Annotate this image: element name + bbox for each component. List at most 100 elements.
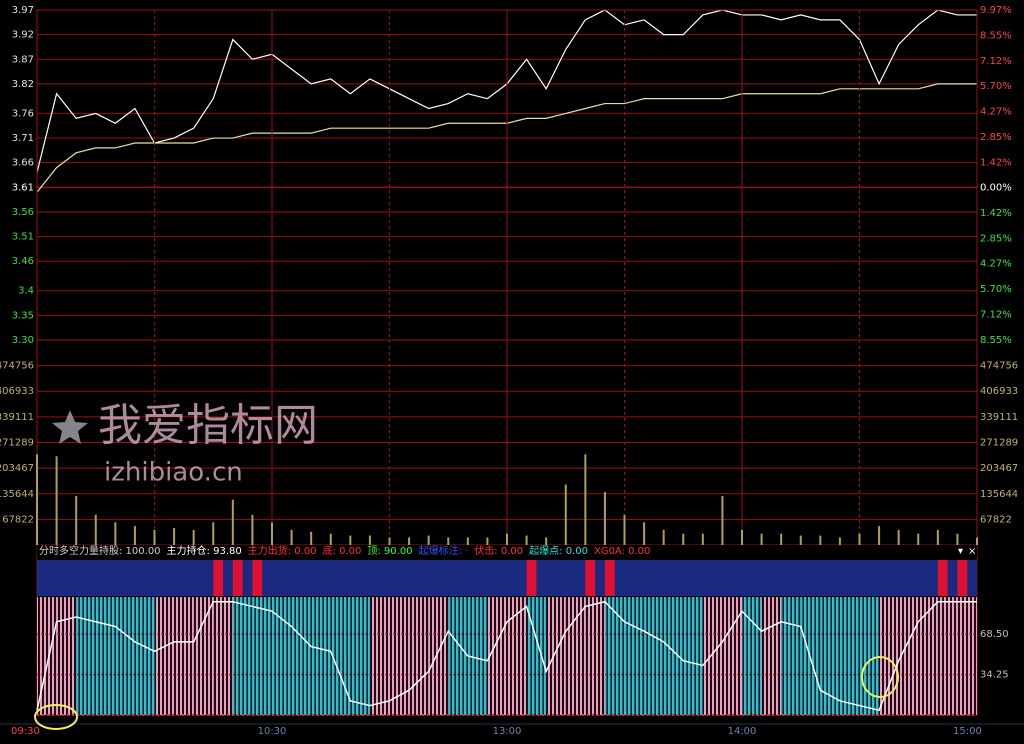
stripe <box>604 597 625 715</box>
volume-bar <box>212 522 215 545</box>
y-tick-label: 3.97 <box>12 5 34 16</box>
watermark-title: 我爱指标网 <box>98 400 318 451</box>
volume-bar <box>231 499 234 545</box>
y2-tick-label: 271289 <box>980 437 1018 448</box>
stripe <box>898 597 919 715</box>
stripe <box>428 597 449 715</box>
volume-bar <box>741 529 743 545</box>
y-tick-label: 3.56 <box>12 207 34 218</box>
volume-bar <box>936 529 939 545</box>
y-tick-label: 3.66 <box>12 158 34 169</box>
volume-bar <box>838 537 841 545</box>
state-mark <box>232 560 243 596</box>
menu-button[interactable]: ▾ <box>958 546 963 557</box>
stripe <box>115 597 135 715</box>
volume-bar <box>251 514 254 545</box>
stripe <box>879 597 899 715</box>
header-item: 伏击: 0.00 <box>474 544 523 557</box>
stripe <box>350 597 370 715</box>
stripe <box>702 597 723 715</box>
stripe <box>565 597 586 715</box>
volume-bar <box>760 533 763 545</box>
stripe <box>174 597 194 715</box>
stripe <box>134 597 155 715</box>
volume-bar <box>486 537 489 545</box>
stripe <box>409 597 429 715</box>
stripe <box>918 597 938 715</box>
header-item: XG0A: 0.00 <box>594 546 650 557</box>
stripe <box>722 597 742 715</box>
header-item: 顶: 90.00 <box>367 545 412 557</box>
stripe <box>644 597 664 715</box>
volume-bar <box>55 456 58 545</box>
stripe <box>448 597 468 715</box>
watermark: 我爱指标网 izhibiao.cn <box>52 400 318 488</box>
volume-bar <box>466 537 469 545</box>
y2-tick-label: 2.85% <box>980 233 1012 244</box>
volume-bar <box>545 537 548 545</box>
volume-bar <box>799 535 802 545</box>
y-tick-label: 271289 <box>0 437 34 448</box>
y2-tick-label: 1.42% <box>980 208 1012 219</box>
volume-bar <box>721 495 724 545</box>
y2-tick-label: 135644 <box>980 489 1018 500</box>
y-tick-label: 406933 <box>0 386 34 397</box>
stripe <box>252 597 272 715</box>
volume-bar <box>819 535 822 545</box>
y-tick-label: 3.87 <box>12 54 34 65</box>
volume-bar <box>388 537 391 545</box>
volume-bar <box>584 454 587 545</box>
highlight-circle <box>861 656 899 698</box>
y2-tick-label: 2.85% <box>980 132 1012 143</box>
volume-bar <box>525 535 528 545</box>
price-panel: 3.97 3.92 3.87 3.82 3.76 3.71 3.66 3.61 3.56 3.51… <box>0 5 1024 737</box>
stripe <box>663 597 684 715</box>
y2-tick-label: 474756 <box>980 361 1018 372</box>
highlight-circle <box>34 704 78 730</box>
volume-bar <box>956 533 959 545</box>
stripe <box>330 597 351 715</box>
x-tick-label: 09:30 <box>11 726 40 737</box>
header-bar <box>37 545 977 558</box>
y-tick-label: 3.51 <box>12 232 34 243</box>
volume-bar <box>701 533 704 545</box>
state-mark <box>526 560 537 596</box>
stripe <box>507 597 527 715</box>
close-button[interactable]: × <box>968 546 976 557</box>
y2-tick-label: 339111 <box>980 412 1018 423</box>
stripe <box>193 597 214 715</box>
state-mark <box>252 560 263 596</box>
volume-bar <box>310 531 313 545</box>
y-tick-label: 3.35 <box>12 310 34 321</box>
volume-bar <box>897 529 900 545</box>
y-tick-label: 3.4 <box>18 286 34 297</box>
volume-bar <box>427 535 430 545</box>
y2-tick-label: 7.12% <box>980 310 1012 321</box>
volume-bar <box>36 454 38 545</box>
stripe <box>624 597 645 715</box>
stripe <box>213 597 233 715</box>
x-tick-label: 15:00 <box>953 726 982 737</box>
y2-tick-label: 4.27% <box>980 259 1012 270</box>
state-mark <box>213 560 224 596</box>
stripe <box>957 597 977 715</box>
stripe <box>76 597 96 715</box>
y-tick-label: 3.71 <box>12 133 34 144</box>
y2-tick-label: 8.55% <box>980 30 1012 41</box>
stripe <box>272 597 292 715</box>
volume-bar <box>506 533 508 545</box>
y2-tick-label: 68.50 <box>980 629 1009 640</box>
y-tick-label: 67822 <box>2 514 34 525</box>
volume-bar <box>290 529 293 545</box>
volume-bar <box>75 495 78 545</box>
state-mark <box>937 560 948 596</box>
stripe <box>526 597 547 715</box>
header-item: 起爆标注: · <box>419 544 469 557</box>
stripe <box>291 597 312 715</box>
stripe <box>683 597 703 715</box>
y2-tick-label: 0.00% <box>980 183 1012 194</box>
state-mark <box>604 560 615 596</box>
volume-bar <box>564 484 567 545</box>
stripe <box>56 597 77 715</box>
y2-tick-label: 203467 <box>980 463 1018 474</box>
